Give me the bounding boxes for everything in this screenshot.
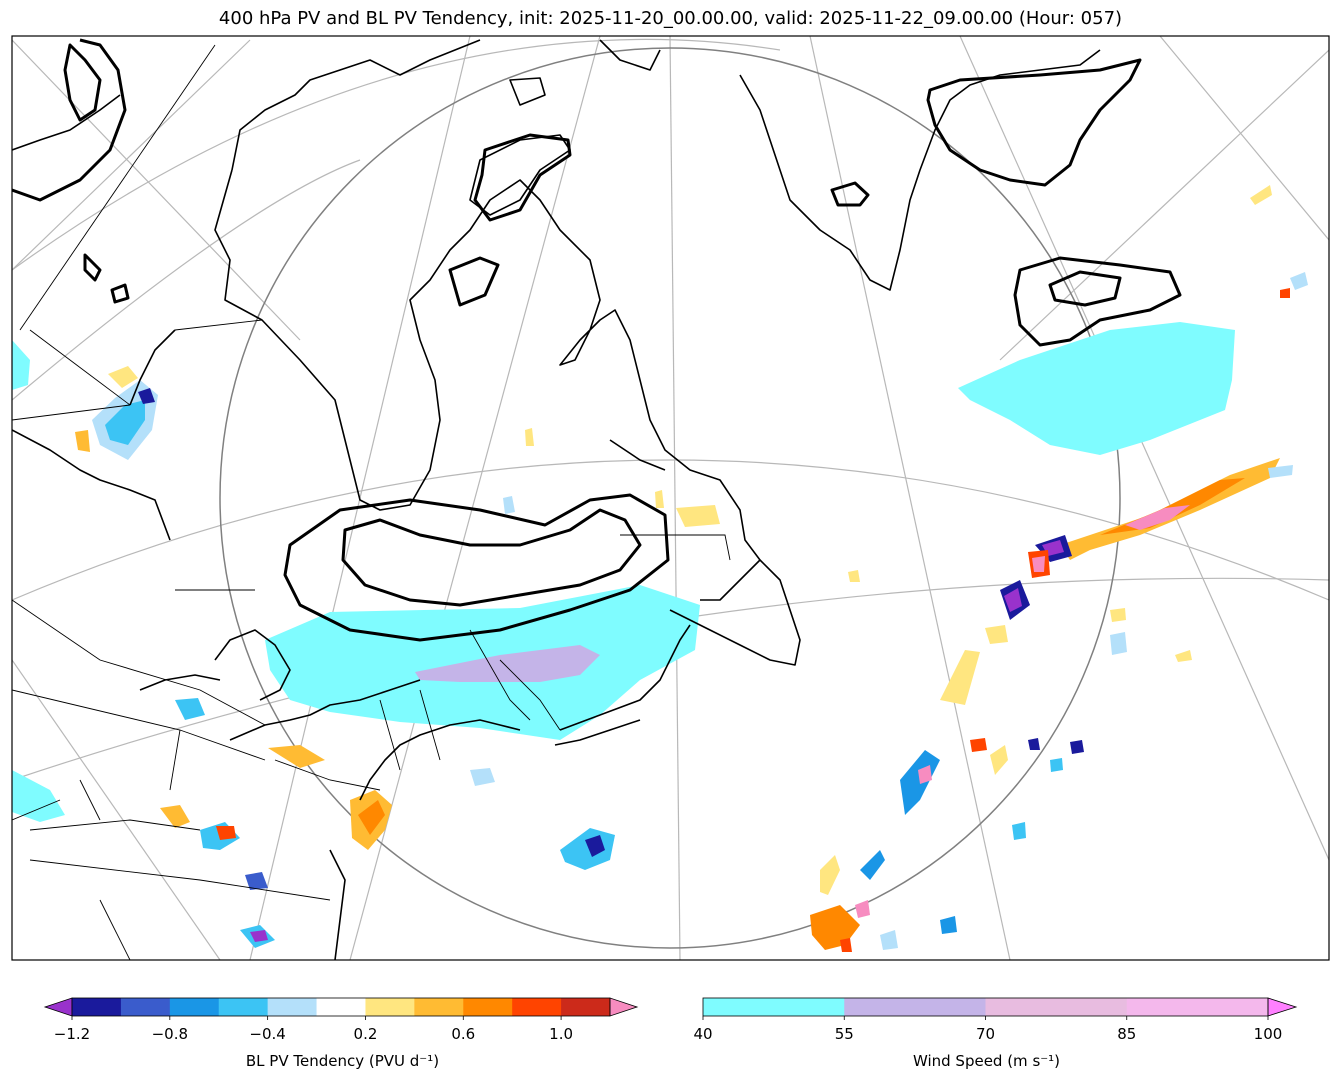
pv-tendency-swatch [72, 998, 122, 1016]
pv-contours [12, 38, 1182, 642]
wind-speed-tick-label: 55 [834, 1025, 854, 1043]
pv-tendency-swatch [414, 998, 464, 1016]
pv-tendency-swatch [169, 998, 220, 1016]
pv-tendency-shading [75, 185, 1308, 952]
pv-tendency-swatch [316, 998, 366, 1016]
wind-speed-swatch [985, 998, 1128, 1016]
pv-tendency-tick-label: 0.2 [353, 1025, 378, 1043]
wind-speed-swatch [1126, 998, 1269, 1016]
coastlines [12, 39, 1101, 960]
wind-speed-tick-label: 100 [1253, 1025, 1283, 1043]
pv-tendency-tick-label: 0.6 [451, 1025, 476, 1043]
pv-tendency-frame [71, 997, 611, 1017]
wind-speed-swatch [844, 998, 986, 1016]
wind-speed-tick-label: 85 [1117, 1025, 1137, 1043]
wind-speed-over-arrow [1267, 997, 1298, 1017]
wind-speed-swatch [703, 998, 845, 1016]
borders [12, 44, 731, 960]
pv-tendency-tick-label: 1.0 [549, 1025, 574, 1043]
map-panel [12, 36, 1329, 960]
wind-speed-tick-label: 40 [693, 1025, 713, 1043]
pv-tendency-swatch [512, 998, 562, 1016]
pv-tendency-swatch [120, 998, 171, 1016]
pv-tendency-swatch [365, 998, 415, 1016]
pv-tendency-over-arrow [609, 997, 639, 1017]
pv-tendency-colorbar [43, 997, 639, 1020]
pv-tendency-tick-label: −0.8 [151, 1025, 189, 1043]
pv-tendency-swatch [463, 998, 513, 1016]
pv-tendency-swatch [561, 998, 611, 1016]
reference-circle [219, 47, 1121, 949]
graticule [12, 36, 1329, 960]
wind-speed-colorbar-label: Wind Speed (m s⁻¹) [912, 1052, 1061, 1070]
wind-speed-colorbar [702, 997, 1298, 1020]
pv-tendency-swatch [267, 998, 318, 1016]
wind-speed-tick-label: 70 [975, 1025, 996, 1043]
pv-tendency-colorbar-label: BL PV Tendency (PVU d⁻¹) [245, 1052, 440, 1070]
pv-tendency-swatch [218, 998, 269, 1016]
wind-speed-shading [12, 322, 1235, 822]
map-title: 400 hPa PV and BL PV Tendency, init: 202… [218, 8, 1123, 29]
pv-tendency-under-arrow [43, 997, 73, 1017]
map-frame [11, 35, 1330, 961]
pv-tendency-tick-label: −1.2 [53, 1025, 91, 1043]
pv-tendency-tick-label: −0.4 [249, 1025, 286, 1043]
